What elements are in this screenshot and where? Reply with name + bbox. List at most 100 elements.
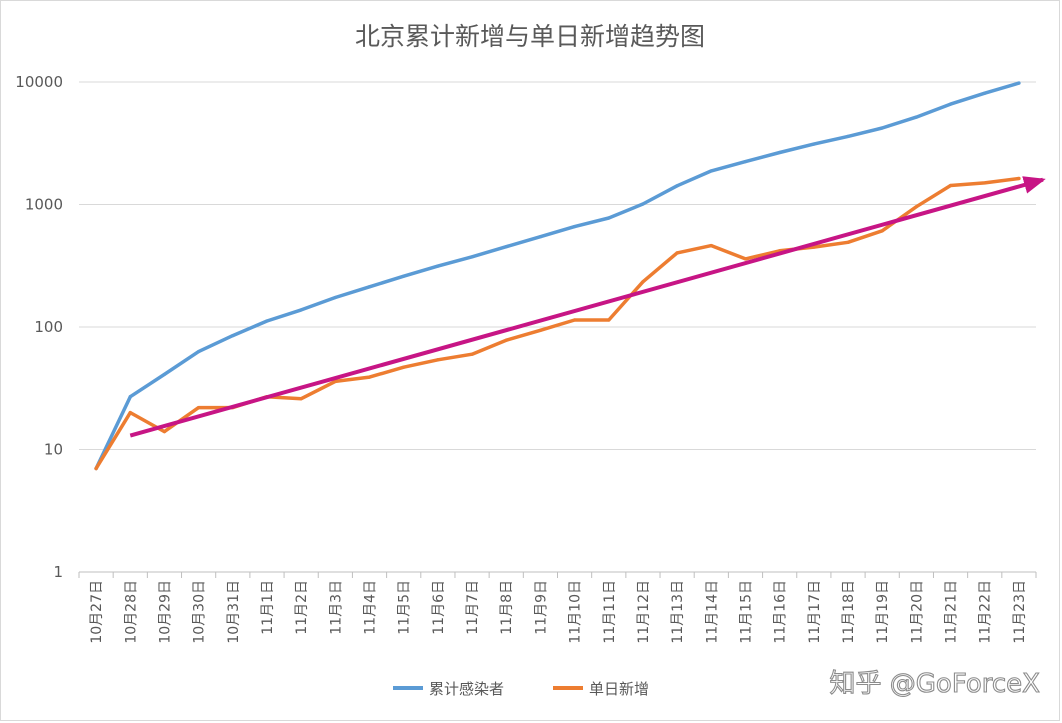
series-0-point [367, 285, 372, 289]
y-axis: 1 10 100 1000 10000 [15, 73, 63, 581]
x-tick-label: 11月3日 [328, 580, 344, 635]
x-tick-label: 11月11日 [602, 580, 618, 644]
series-1-point [572, 318, 577, 322]
series-1-point [94, 466, 98, 471]
series-0-point [1017, 81, 1021, 85]
series-1-point [162, 429, 167, 434]
series-1-point [983, 181, 987, 185]
series-1-point [914, 205, 918, 209]
series-1-point [367, 375, 372, 379]
series-1-point [641, 280, 645, 284]
series-1-point [470, 352, 474, 356]
series-1-point [402, 365, 406, 369]
x-tick-label: 11月7日 [465, 580, 481, 635]
series-0-point [948, 102, 953, 106]
series-0-point [333, 295, 337, 300]
series-1-point [436, 358, 440, 362]
series-0-point [607, 216, 611, 220]
series-0-point [504, 245, 508, 249]
series-0-point [538, 235, 543, 239]
x-tick-label: 10月30日 [192, 580, 208, 644]
series-1-point [948, 183, 953, 188]
x-tick-label: 10月29日 [157, 580, 173, 644]
series-1-point [299, 397, 303, 401]
series-0-point [914, 115, 918, 119]
x-tick-label: 11月14日 [704, 580, 720, 644]
series-0-point [812, 142, 816, 146]
legend: 累计感染者 单日新增 [393, 680, 649, 698]
series-1-point [812, 245, 816, 249]
watermark: 知乎 @GoForceX [830, 669, 1040, 699]
series-0-point [265, 319, 269, 323]
x-tick-label: 11月20日 [909, 580, 925, 644]
x-tick-label: 11月17日 [807, 580, 823, 644]
x-tick-label: 11月18日 [841, 580, 857, 644]
series-0-point [778, 150, 782, 155]
series-1-point [709, 243, 713, 248]
series-0-point [128, 395, 132, 399]
x-tick-label: 11月4日 [363, 580, 379, 635]
x-tick-label: 10月27日 [89, 580, 105, 644]
series-0-point [299, 308, 303, 312]
x-tick-label: 11月2日 [294, 580, 310, 635]
series-line-1 [94, 176, 1021, 471]
series-0-point [675, 184, 679, 188]
x-tick-label: 11月12日 [636, 580, 652, 644]
x-tick-label: 11月10日 [568, 580, 584, 644]
x-tick-label: 11月8日 [499, 580, 515, 635]
series-1-point [846, 240, 850, 244]
trend-arrow [129, 176, 1046, 438]
trend-arrow-layer [129, 176, 1046, 438]
x-axis-tick-labels: 10月27日 10月28日 10月29日 10月30日 10月31日 11月1日 11月2日… [89, 580, 1028, 644]
x-tick-label: 11月5日 [397, 580, 413, 635]
legend-label-cumulative: 累计感染者 [429, 680, 504, 698]
chart-title: 北京累计新增与单日新增趋势图 [355, 22, 705, 51]
y-tick-label-10: 10 [44, 441, 63, 459]
x-tick-label: 10月31日 [226, 580, 242, 644]
series-1-point [675, 251, 679, 255]
x-tick-label: 11月1日 [260, 580, 276, 635]
x-tick-label: 11月16日 [773, 580, 789, 644]
y-tick-label-1000: 1000 [25, 196, 63, 214]
legend-label-daily: 单日新增 [589, 680, 649, 698]
series-line-0 [94, 81, 1021, 471]
series-0-point [231, 334, 235, 338]
x-tick-label: 11月13日 [670, 580, 686, 644]
series-1-point [197, 405, 201, 410]
x-tick-label: 11月15日 [738, 580, 754, 644]
series-0-point [846, 134, 850, 138]
y-tick-label-100: 100 [34, 318, 63, 336]
series-0-point [641, 202, 645, 206]
series-1-point [1017, 176, 1021, 181]
y-tick-label-1: 1 [53, 563, 63, 581]
series-0-point [197, 349, 201, 354]
series-1-point [880, 229, 884, 233]
x-tick-label: 11月19日 [875, 580, 891, 644]
series-0-point [436, 264, 440, 268]
series-1-point [333, 379, 337, 383]
x-tick-label: 10月28日 [123, 580, 139, 644]
x-axis [78, 571, 1037, 578]
x-tick-label: 11月9日 [533, 580, 549, 635]
series-0-point [162, 372, 167, 377]
series-1-point [538, 328, 543, 332]
gridlines [79, 81, 1036, 450]
series-0-point [572, 225, 577, 229]
series-1-point [504, 338, 508, 342]
series-0-point [470, 255, 474, 259]
x-tick-label: 11月22日 [978, 580, 994, 644]
series-1-point [607, 318, 611, 322]
series-0-point [983, 91, 987, 95]
x-tick-label: 11月23日 [1012, 580, 1028, 644]
y-tick-label-10000: 10000 [15, 73, 63, 91]
series-1-point [743, 257, 748, 261]
series-1-point [128, 411, 132, 415]
series-lines [94, 81, 1021, 471]
series-0-point [880, 126, 884, 130]
series-0-point [709, 169, 713, 173]
x-tick-label: 11月21日 [944, 580, 960, 644]
series-0-point [743, 159, 748, 164]
x-tick-label: 11月6日 [431, 580, 447, 635]
